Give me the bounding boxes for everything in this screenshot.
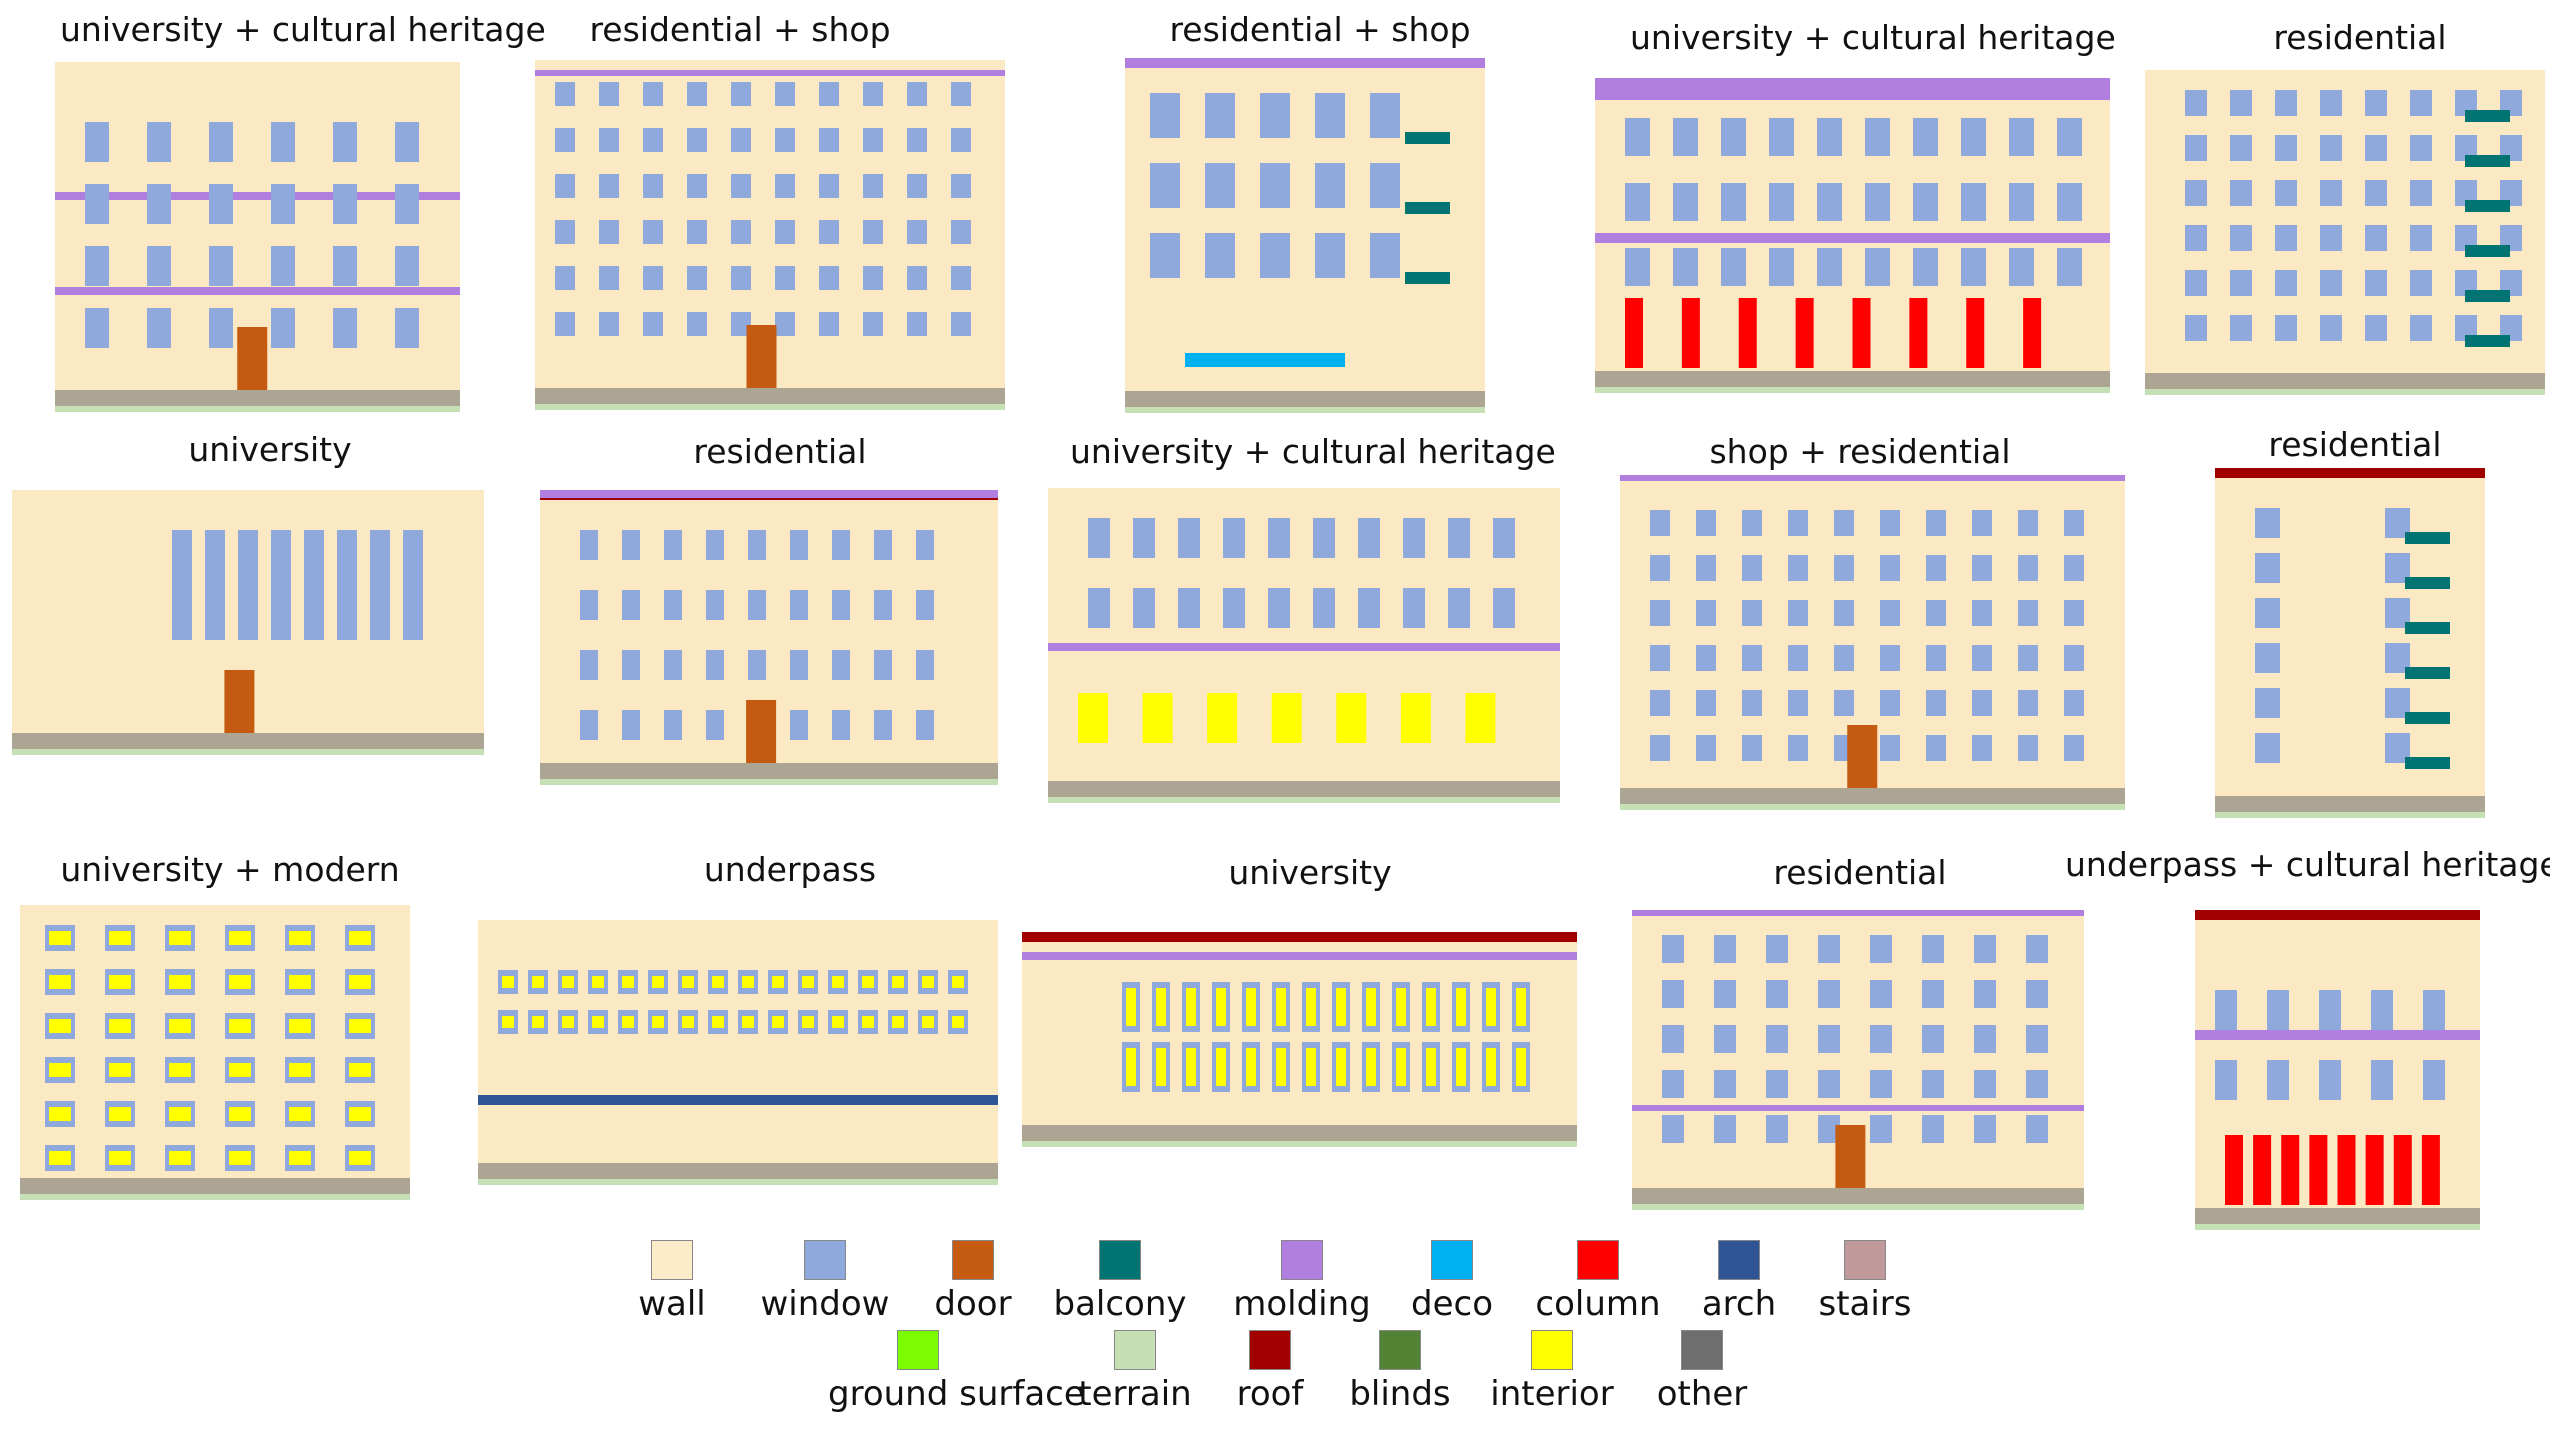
legend-swatch bbox=[1844, 1240, 1886, 1280]
facade-drawing bbox=[2215, 468, 2485, 818]
facade-image bbox=[2195, 910, 2480, 1230]
legend-swatch bbox=[1531, 1330, 1573, 1370]
legend-label: ground surface bbox=[828, 1374, 1085, 1414]
panel-title: underpass + cultural heritage bbox=[2065, 845, 2550, 884]
legend-label: window bbox=[760, 1284, 890, 1324]
legend-label: interior bbox=[1490, 1374, 1614, 1414]
legend-label: roof bbox=[1236, 1374, 1304, 1414]
panel-title: residential + shop bbox=[1169, 10, 1471, 49]
legend-swatch bbox=[804, 1240, 846, 1280]
facade-drawing bbox=[12, 530, 484, 755]
legend-swatch bbox=[1249, 1330, 1291, 1370]
facade-drawing bbox=[2195, 910, 2480, 1230]
facade-image bbox=[1620, 475, 2125, 810]
legend-label: arch bbox=[1701, 1284, 1777, 1324]
legend-item: blinds bbox=[1310, 1330, 1490, 1414]
facade-drawing bbox=[55, 122, 460, 412]
facade-drawing bbox=[535, 70, 1005, 410]
facade-image bbox=[535, 60, 1005, 410]
facade-drawing bbox=[540, 490, 998, 785]
facade-drawing bbox=[1620, 475, 2125, 810]
facade-image bbox=[1022, 932, 1577, 1147]
legend-item: door bbox=[883, 1240, 1063, 1324]
legend-label: terrain bbox=[1078, 1374, 1192, 1414]
legend-label: stairs bbox=[1818, 1284, 1912, 1324]
legend-swatch bbox=[1577, 1240, 1619, 1280]
panel-title: residential bbox=[693, 432, 867, 471]
legend-item: interior bbox=[1462, 1330, 1642, 1414]
facade-drawing bbox=[1632, 910, 2084, 1210]
panel-title: university bbox=[188, 430, 352, 469]
facade-image bbox=[1632, 910, 2084, 1210]
legend-label: molding bbox=[1233, 1284, 1371, 1324]
panel-title: university + cultural heritage bbox=[1630, 18, 2116, 57]
facade-drawing bbox=[1022, 932, 1577, 1147]
panel-title: university bbox=[1228, 853, 1392, 892]
facade-drawing bbox=[20, 925, 410, 1200]
facade-image bbox=[1048, 488, 1560, 803]
panel-title: university + modern bbox=[60, 850, 400, 889]
panel-title: residential bbox=[2273, 18, 2447, 57]
facade-image bbox=[2215, 468, 2485, 818]
legend-item: molding bbox=[1212, 1240, 1392, 1324]
panel-title: university + cultural heritage bbox=[1070, 432, 1556, 471]
legend-item: wall bbox=[582, 1240, 762, 1324]
legend-item: terrain bbox=[1045, 1330, 1225, 1414]
facade-drawing bbox=[1125, 58, 1485, 413]
legend-swatch bbox=[1099, 1240, 1141, 1280]
legend-label: column bbox=[1535, 1284, 1661, 1324]
legend-swatch bbox=[1718, 1240, 1760, 1280]
legend-swatch bbox=[1379, 1330, 1421, 1370]
legend-item: stairs bbox=[1775, 1240, 1955, 1324]
facade-image bbox=[478, 920, 998, 1185]
legend-item: arch bbox=[1649, 1240, 1829, 1324]
facade-image bbox=[20, 905, 410, 1200]
legend-label: door bbox=[934, 1284, 1012, 1324]
facade-drawing bbox=[1048, 518, 1560, 803]
legend-item: window bbox=[735, 1240, 915, 1324]
panel-title: underpass bbox=[703, 850, 877, 889]
facade-image bbox=[2145, 70, 2545, 395]
legend-swatch bbox=[1281, 1240, 1323, 1280]
legend-swatch bbox=[952, 1240, 994, 1280]
panel-title: residential bbox=[1773, 853, 1947, 892]
legend-item: balcony bbox=[1030, 1240, 1210, 1324]
panel-title: university + cultural heritage bbox=[60, 10, 546, 49]
legend-label: blinds bbox=[1349, 1374, 1451, 1414]
panel-title: shop + residential bbox=[1709, 432, 2011, 471]
panel-title: residential + shop bbox=[589, 10, 891, 49]
legend-item: other bbox=[1612, 1330, 1792, 1414]
panel-title: residential bbox=[2268, 425, 2442, 464]
legend-label: balcony bbox=[1053, 1284, 1187, 1324]
facade-image bbox=[12, 490, 484, 755]
legend-item: ground surface bbox=[828, 1330, 1085, 1414]
facade-image bbox=[55, 62, 460, 412]
legend-label: other bbox=[1656, 1374, 1748, 1414]
legend-label: wall bbox=[638, 1284, 706, 1324]
legend-item: deco bbox=[1362, 1240, 1542, 1324]
legend-swatch bbox=[1681, 1330, 1723, 1370]
legend-swatch bbox=[651, 1240, 693, 1280]
facade-image bbox=[1595, 78, 2110, 393]
legend-item: column bbox=[1508, 1240, 1688, 1324]
legend-swatch bbox=[1431, 1240, 1473, 1280]
facade-drawing bbox=[478, 970, 998, 1185]
facade-image bbox=[1125, 58, 1485, 413]
facade-image bbox=[540, 490, 998, 785]
legend-label: deco bbox=[1411, 1284, 1493, 1324]
facade-drawing bbox=[2145, 90, 2545, 395]
legend-item: roof bbox=[1180, 1330, 1360, 1414]
legend-swatch bbox=[897, 1330, 939, 1370]
facade-drawing bbox=[1595, 78, 2110, 393]
legend-swatch bbox=[1114, 1330, 1156, 1370]
